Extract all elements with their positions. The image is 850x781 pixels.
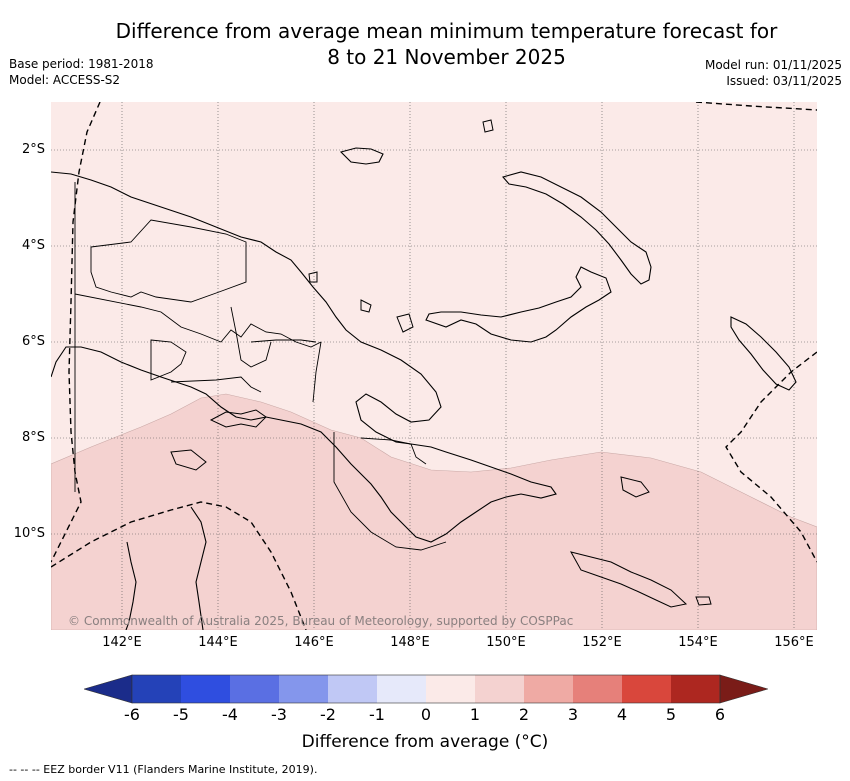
lon-label-152e: 152°E xyxy=(582,635,622,650)
torres-strait-islands xyxy=(170,409,267,471)
lat-label-6s: 6°S xyxy=(21,334,45,349)
new-guinea-coast xyxy=(51,171,557,543)
colorbar-tick: 0 xyxy=(420,705,432,724)
colorbar-segment-m6-m5 xyxy=(132,675,181,703)
lon-label-148e: 148°E xyxy=(390,635,430,650)
eez-footnote: -- -- -- EEZ border V11 (Flanders Marine… xyxy=(9,763,318,776)
province-boundaries xyxy=(74,182,447,551)
bougainville-coast xyxy=(730,316,797,391)
lon-label-156e: 156°E xyxy=(774,635,814,650)
title-line-2: 8 to 21 November 2025 xyxy=(327,45,566,69)
lon-label-150e: 150°E xyxy=(486,635,526,650)
map-svg xyxy=(51,102,817,630)
colorbar-segment-1-2 xyxy=(475,675,524,703)
colorbar-segment-m1-0 xyxy=(377,675,426,703)
lon-label-154e: 154°E xyxy=(678,635,718,650)
eez-borders xyxy=(51,102,817,630)
model-run: Model run: 01/11/2025 xyxy=(704,58,842,72)
chart-title: Difference from average mean minimum tem… xyxy=(0,18,850,70)
colorbar-tick: 4 xyxy=(616,705,628,724)
issued-date: Issued: 03/11/2025 xyxy=(726,74,842,88)
colorbar-tick: -1 xyxy=(369,705,385,724)
cape-york-coast xyxy=(125,506,207,630)
model-name: Model: ACCESS-S2 xyxy=(9,73,121,87)
new-britain-coast xyxy=(425,266,612,343)
meta-right: Model run: 01/11/2025 Issued: 03/11/2025 xyxy=(705,57,842,89)
new-ireland-coast xyxy=(502,171,652,285)
colorbar-tick: 5 xyxy=(665,705,677,724)
colorbar-title: Difference from average (°C) xyxy=(301,732,549,752)
lon-label-142e: 142°E xyxy=(102,635,142,650)
lon-label-146e: 146°E xyxy=(294,635,334,650)
colorbar-tick: -2 xyxy=(320,705,336,724)
lat-label-4s: 4°S xyxy=(21,238,45,253)
map-panel xyxy=(51,102,817,630)
colorbar-tick: 2 xyxy=(518,705,530,724)
colorbar-segment-0-1 xyxy=(426,675,475,703)
colorbar-tick: -6 xyxy=(124,705,140,724)
lon-label-144e: 144°E xyxy=(198,635,238,650)
colorbar xyxy=(84,674,768,704)
title-line-1: Difference from average mean minimum tem… xyxy=(115,19,778,43)
colorbar-tick: 3 xyxy=(567,705,579,724)
islands xyxy=(308,119,712,606)
colorbar-segment-m4-m3 xyxy=(230,675,279,703)
colorbar-tick: 6 xyxy=(714,705,726,724)
manus-coast xyxy=(339,147,384,165)
colorbar-segment-m5-m4 xyxy=(181,675,230,703)
colorbar-tick: -5 xyxy=(173,705,189,724)
lat-label-2s: 2°S xyxy=(21,142,45,157)
lat-label-10s: 10°S xyxy=(13,526,45,541)
colorbar-segment-4-5 xyxy=(622,675,671,703)
colorbar-tick: -4 xyxy=(222,705,238,724)
colorbar-tick: -3 xyxy=(271,705,287,724)
meta-left: Base period: 1981-2018 Model: ACCESS-S2 xyxy=(9,56,154,88)
colorbar-segment-2-3 xyxy=(524,675,573,703)
lat-label-8s: 8°S xyxy=(21,430,45,445)
colorbar-segment-m2-m1 xyxy=(328,675,377,703)
colorbar-tick: 1 xyxy=(469,705,481,724)
base-period: Base period: 1981-2018 xyxy=(9,57,154,71)
louisiade-archipelago xyxy=(570,551,688,608)
colorbar-segment-3-4 xyxy=(573,675,622,703)
anomaly-band-1-to-2 xyxy=(51,393,817,630)
colorbar-extend-high xyxy=(719,674,768,704)
colorbar-segment-m3-m2 xyxy=(279,675,328,703)
copyright-notice: © Commonwealth of Australia 2025, Bureau… xyxy=(68,614,574,628)
colorbar-extend-low xyxy=(84,674,133,704)
colorbar-segment-5-6 xyxy=(671,675,720,703)
